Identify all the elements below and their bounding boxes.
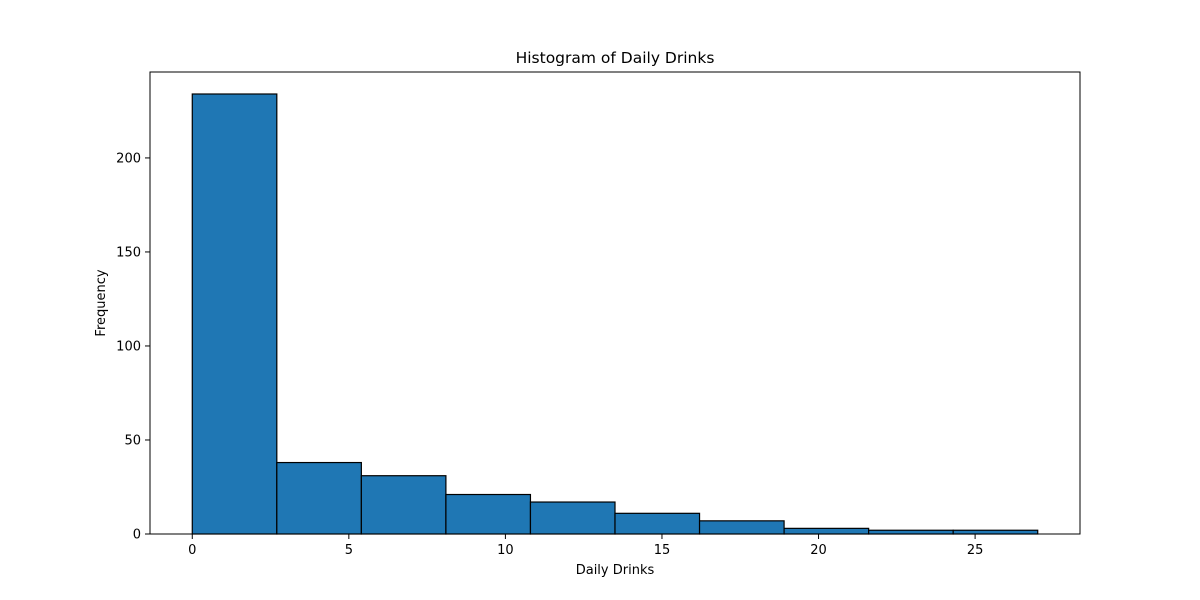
histogram-bar [614,512,701,535]
histogram-bar [191,93,278,535]
y-axis-label: Frequency [94,269,109,336]
x-tick-label: 25 [967,543,984,558]
histogram-bar [445,493,532,535]
x-tick-label: 20 [810,543,827,558]
x-tick-label: 0 [188,543,196,558]
histogram-bar [360,475,447,535]
histogram-bar [698,520,785,535]
x-tick-label: 15 [654,543,671,558]
plot-frame [149,71,1081,535]
x-tick-label: 5 [345,543,353,558]
y-tick-label: 50 [124,433,141,448]
y-tick-label: 150 [116,245,141,260]
histogram-bar [868,529,954,535]
y-tick-label: 200 [116,151,141,166]
chart-title: Histogram of Daily Drinks [516,49,715,67]
y-tick-label: 100 [116,339,141,354]
x-axis-ticks: 0 5 10 15 20 25 [188,534,983,558]
x-axis-label: Daily Drinks [576,563,655,578]
histogram-bar [783,527,870,535]
y-axis-ticks: 0 50 100 150 200 [116,151,150,543]
histogram-bar [529,501,616,535]
histogram-bar [952,529,1039,535]
histogram-bar [276,461,362,535]
x-tick-label: 10 [497,543,514,558]
y-tick-label: 0 [133,528,141,543]
bars-group [191,93,1039,535]
